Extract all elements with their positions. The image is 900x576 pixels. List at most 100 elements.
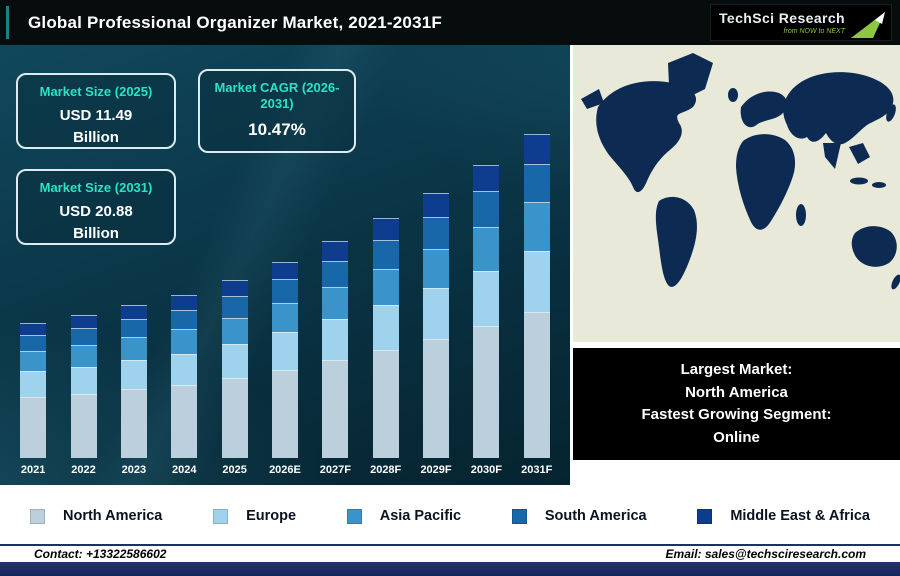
bar-column-2029f: 2029F — [419, 193, 453, 477]
largest-market-value: North America — [685, 383, 788, 401]
main-area: Market Size (2025) USD 11.49 Billion Mar… — [0, 45, 900, 488]
fastest-segment-value: Online — [713, 428, 760, 446]
header-accent — [6, 6, 9, 39]
bar-segment-europe — [70, 366, 97, 394]
bar-segment-middle-east-africa — [70, 315, 97, 329]
bar-column-2024: 2024 — [167, 295, 201, 477]
logo-arrow-icon — [851, 11, 885, 38]
bar-segment-north-america — [20, 397, 47, 458]
legend-item-north-america: North America — [30, 508, 162, 524]
bar-column-2021: 2021 — [16, 322, 50, 477]
market-size-2031-label: Market Size (2031) — [39, 180, 153, 195]
bar-segment-north-america — [372, 350, 399, 458]
bar-column-2026e: 2026E — [268, 261, 302, 477]
bar-segment-asia-pacific — [473, 226, 500, 271]
bar-stack — [171, 295, 198, 458]
market-size-2025-box: Market Size (2025) USD 11.49 Billion — [16, 73, 176, 149]
bar-segment-asia-pacific — [70, 345, 97, 367]
stacked-bar-chart: 2021 2022 2023 2024 2025 2026E 2027F 2028F 2029F… — [8, 134, 562, 477]
bar-column-2031f: 2031F — [520, 134, 554, 477]
bar-segment-europe — [20, 371, 47, 397]
market-size-2031-box: Market Size (2031) USD 20.88 Billion — [16, 169, 176, 245]
bar-segment-south-america — [221, 296, 248, 318]
chart-panel: Market Size (2025) USD 11.49 Billion Mar… — [0, 45, 570, 485]
bar-segment-south-america — [423, 216, 450, 249]
techsci-logo: TechSci Research from NOW to NEXT — [710, 4, 892, 41]
bar-segment-asia-pacific — [271, 302, 298, 333]
market-size-2025-value: USD 11.49 Billion — [59, 107, 133, 146]
legend-item-south-america: South America — [511, 508, 647, 524]
legend-swatch-asia-pacific — [346, 508, 362, 524]
bar-segment-europe — [423, 288, 450, 339]
legend-item-middle-east-africa: Middle East & Africa — [697, 508, 870, 524]
bar-stack — [221, 280, 248, 458]
bar-segment-asia-pacific — [120, 337, 147, 361]
bar-stack — [70, 315, 97, 458]
bar-column-2028f: 2028F — [369, 218, 403, 477]
legend-label-north-america: North America — [63, 508, 163, 524]
bar-segment-middle-east-africa — [221, 280, 248, 297]
legend-swatch-north-america — [30, 508, 45, 524]
bar-segment-asia-pacific — [221, 317, 248, 345]
legend-item-asia-pacific: Asia Pacific — [346, 508, 461, 524]
header-bar: Global Professional Organizer Market, 20… — [0, 0, 900, 45]
market-size-2031-value: USD 20.88 Billion — [59, 203, 133, 242]
legend-label-south-america: South America — [544, 508, 647, 524]
bar-segment-middle-east-africa — [523, 134, 550, 164]
bar-segment-europe — [120, 360, 147, 390]
bar-segment-north-america — [271, 369, 298, 458]
bar-segment-europe — [171, 353, 198, 385]
bar-segment-south-america — [322, 260, 349, 287]
bar-segment-middle-east-africa — [171, 295, 198, 310]
x-axis-label-2021: 2021 — [20, 464, 46, 476]
largest-market-label: Largest Market: — [680, 361, 793, 378]
bar-segment-europe — [322, 319, 349, 361]
bar-segment-south-america — [473, 191, 500, 227]
bar-segment-south-america — [271, 279, 298, 303]
bar-segment-europe — [221, 344, 248, 378]
legend-swatch-south-america — [511, 508, 527, 524]
x-axis-label-2029f: 2029F — [420, 464, 452, 476]
bar-segment-south-america — [171, 309, 198, 330]
legend-label-europe: Europe — [246, 508, 297, 524]
bar-segment-europe — [523, 250, 550, 313]
bar-segment-asia-pacific — [171, 329, 198, 354]
bar-segment-asia-pacific — [372, 268, 399, 305]
x-axis-label-2025: 2025 — [222, 464, 247, 476]
legend-swatch-europe — [213, 508, 229, 524]
bar-column-2027f: 2027F — [318, 241, 352, 477]
footer-bar: Contact: +13322586602 Email: sales@techs… — [0, 544, 900, 562]
bar-segment-north-america — [70, 393, 97, 458]
legend-item-europe: Europe — [213, 508, 296, 524]
bar-segment-middle-east-africa — [322, 241, 349, 261]
bar-segment-europe — [372, 304, 399, 351]
bar-stack — [473, 165, 500, 458]
logo-tagline: from NOW to NEXT — [783, 27, 845, 35]
x-axis-label-2030f: 2030F — [470, 464, 502, 476]
x-axis-label-2027f: 2027F — [319, 464, 351, 476]
bar-segment-north-america — [473, 326, 500, 458]
x-axis-label-2024: 2024 — [172, 464, 197, 476]
contact-email: Email: sales@techsciresearch.com — [665, 547, 866, 561]
bar-segment-middle-east-africa — [372, 218, 399, 240]
market-cagr-box: Market CAGR (2026-2031) 10.47% — [198, 69, 356, 153]
bar-segment-asia-pacific — [523, 202, 550, 251]
bar-stack — [372, 218, 399, 458]
legend-label-middle-east-africa: Middle East & Africa — [730, 508, 870, 524]
bar-stack — [523, 134, 550, 458]
bar-segment-north-america — [120, 389, 147, 458]
bar-segment-asia-pacific — [20, 351, 47, 372]
bar-segment-europe — [271, 332, 298, 370]
bar-stack — [271, 261, 298, 458]
bar-segment-middle-east-africa — [20, 322, 47, 335]
bar-column-2023: 2023 — [117, 305, 151, 477]
legend-swatch-middle-east-africa — [697, 508, 713, 524]
market-cagr-value: 10.47% — [248, 119, 306, 139]
logo-name: TechSci Research — [719, 9, 845, 26]
bar-segment-north-america — [423, 338, 450, 458]
contact-phone: Contact: +13322586602 — [34, 547, 167, 561]
bar-column-2025: 2025 — [218, 280, 252, 477]
bar-stack — [423, 193, 450, 458]
bar-segment-middle-east-africa — [271, 261, 298, 280]
bar-segment-asia-pacific — [322, 286, 349, 320]
